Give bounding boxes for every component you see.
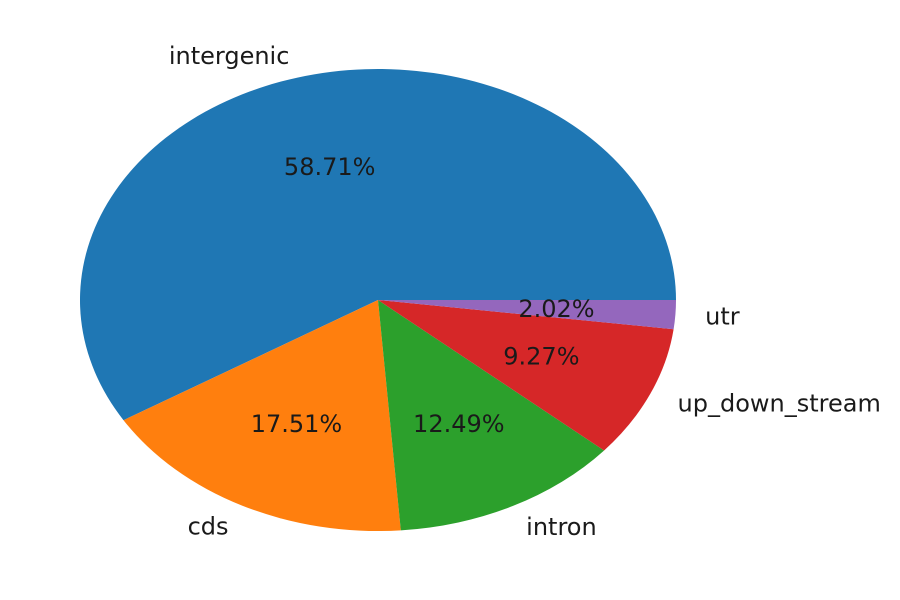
- pie-slice-up_down_stream: [378, 300, 674, 451]
- pie-category-label-up_down_stream: up_down_stream: [678, 390, 881, 418]
- pie-percent-label-up_down_stream: 9.27%: [503, 343, 579, 371]
- pie-slice-utr: [378, 300, 676, 330]
- pie-slice-intergenic: [80, 69, 676, 421]
- pie-slice-intron: [378, 300, 605, 531]
- pie-category-label-utr: utr: [705, 303, 740, 331]
- pie-slice-cds: [123, 300, 401, 531]
- pie-category-label-cds: cds: [188, 513, 229, 541]
- pie-percent-label-cds: 17.51%: [251, 410, 343, 438]
- pie-percent-label-intron: 12.49%: [413, 410, 505, 438]
- pie-percent-label-utr: 2.02%: [518, 295, 594, 323]
- pie-percent-label-intergenic: 58.71%: [284, 153, 376, 181]
- pie-category-label-intron: intron: [526, 513, 597, 541]
- pie-category-label-intergenic: intergenic: [169, 42, 290, 70]
